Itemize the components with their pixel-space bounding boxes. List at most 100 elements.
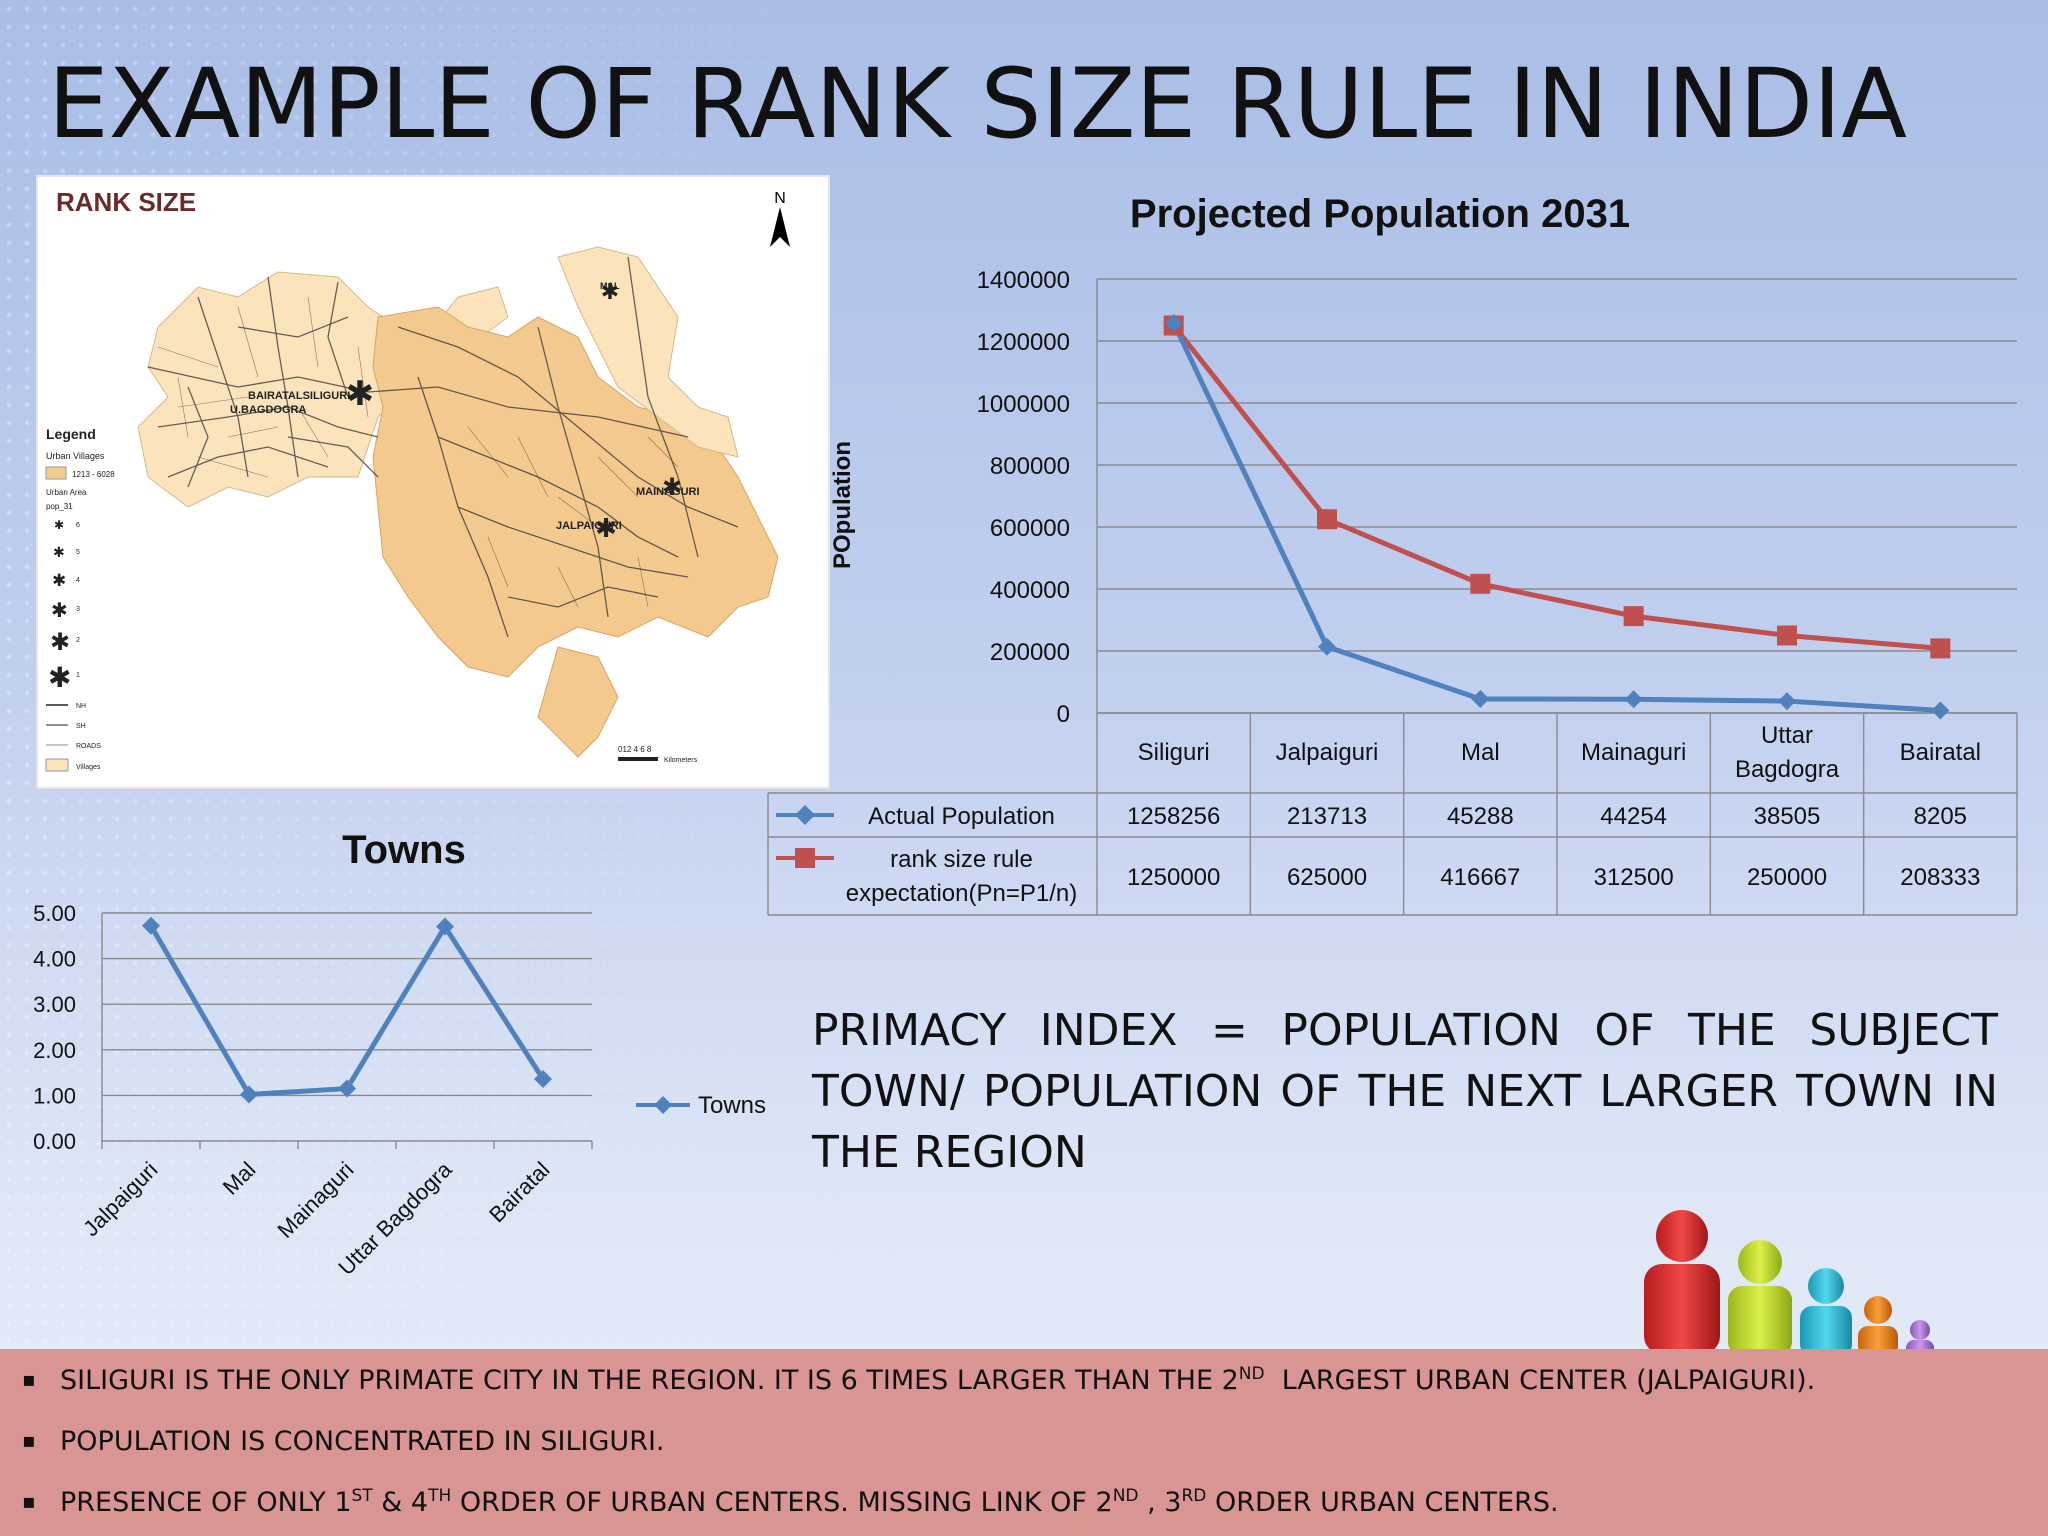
legend-star-3-icon: ✱: [51, 600, 68, 622]
bullet-text-rest: LARGEST URBAN CENTER (JALPAIGURI).: [1264, 1365, 1816, 1396]
bullet-sup: TH: [428, 1486, 452, 1506]
data-point: [240, 1085, 258, 1104]
x-tick-label: Jalpaiguri: [78, 1157, 162, 1241]
map-minor-roads: [157, 296, 679, 608]
x-tick-label: Siliguri: [1138, 739, 1210, 766]
legend-urban-swatch: [45, 466, 67, 480]
data-point: [1931, 701, 1950, 720]
bullet-text: , 3: [1138, 1487, 1182, 1518]
bullet-sup: ST: [351, 1486, 373, 1506]
bullet-sup: ND: [1112, 1486, 1139, 1506]
y-tick-label: 400000: [990, 577, 1070, 604]
map-roads: [147, 256, 739, 638]
data-point: [1777, 625, 1797, 646]
map-label-jalpaiguri: JALPAIGURI: [556, 520, 622, 532]
scale-text: 012 4 6 8: [618, 745, 652, 754]
scale-bar: [618, 757, 658, 761]
legend-roads: ROADS: [76, 743, 101, 750]
person-orange-icon: [1858, 1296, 1898, 1350]
bullet-marker: ▪: [22, 1367, 36, 1391]
y-tick-label: 0.00: [33, 1129, 76, 1154]
chart-gridlines: [1096, 278, 2017, 714]
table-cell: 312500: [1594, 864, 1674, 891]
legend-rank-3: 3: [76, 606, 80, 613]
y-tick-labels: 0 200000 400000 600000 800000 1000000 1200000 1…: [977, 267, 1070, 728]
person-purple-icon: [1906, 1320, 1934, 1350]
north-arrow-icon: [770, 207, 790, 247]
y-tick-label: 600000: [990, 515, 1070, 542]
x-tick-label: Mainaguri: [1581, 739, 1686, 766]
legend-star-4-icon: ✱: [52, 571, 66, 590]
chart-series: [1163, 313, 1951, 720]
y-tick-label: 3.00: [33, 992, 76, 1017]
series-line: [1171, 321, 1941, 713]
legend-label: Actual Population: [868, 803, 1055, 830]
y-tick-label: 0: [1057, 701, 1070, 728]
data-point: [1624, 690, 1643, 709]
map-scale: 012 4 6 8 Kilometers: [618, 745, 698, 764]
data-point: [1623, 606, 1644, 627]
x-tick-label: Mal: [218, 1157, 261, 1200]
bullet-text: & 4: [372, 1487, 429, 1518]
bullet-item: ▪ PRESENCE OF ONLY 1ST & 4TH ORDER OF URB…: [22, 1487, 1559, 1518]
y-tick-label: 1200000: [977, 329, 1070, 356]
map-label-mal: MAL: [600, 281, 620, 291]
table-cell: 250000: [1747, 864, 1827, 891]
bullet-text: ORDER URBAN CENTERS.: [1206, 1487, 1559, 1518]
table-cell: 38505: [1754, 803, 1821, 830]
map-region-south: [537, 646, 619, 758]
legend-rank-1: 1: [76, 672, 80, 679]
map-label-siliguri: BAIRATALSILIGURI: [248, 390, 350, 402]
legend-villages-swatch: [45, 758, 69, 772]
data-point: [1778, 692, 1796, 711]
data-point: [338, 1079, 356, 1098]
legend-nh: NH: [76, 703, 86, 710]
bullet-item: ▪ SILIGURI IS THE ONLY PRIMATE CITY IN TH…: [22, 1365, 1815, 1396]
bullet-text: SILIGURI IS THE ONLY PRIMATE CITY IN THE…: [60, 1365, 1239, 1396]
chart-title: Projected Population 2031: [1130, 192, 1630, 236]
legend-star-2-icon: ✱: [50, 629, 70, 656]
bullet-marker: ▪: [22, 1428, 36, 1452]
data-point: [1164, 313, 1183, 332]
legend-sh: SH: [76, 723, 86, 730]
legend-urban-area: Urban Area: [46, 488, 87, 497]
city-marker-mal-icon: ✱: [601, 280, 619, 305]
y-axis-label: POpulation: [829, 441, 856, 569]
legend-key-marker: [795, 805, 815, 825]
legend-pop: pop_31: [46, 502, 73, 511]
data-point: [1318, 637, 1336, 656]
scale-unit: Kilometers: [664, 757, 698, 764]
x-tick-label: Jalpaiguri: [1276, 739, 1379, 766]
data-point: [534, 1069, 552, 1088]
table-cell: 213713: [1287, 803, 1367, 830]
towns-chart: Towns 0.00 1.00 2.00 3.00 4.00 5.00 Jalpaigur…: [0, 815, 800, 1335]
series-line: [148, 924, 546, 1097]
legend-rank-5: 5: [76, 549, 80, 556]
data-point: [436, 917, 454, 936]
data-point: [1930, 638, 1951, 659]
legend-villages: Villages: [76, 764, 101, 771]
bullet-text: PRESENCE OF ONLY 1: [60, 1487, 352, 1518]
x-tick-label: Bairatal: [484, 1157, 554, 1227]
legend-rank-4: 4: [76, 577, 80, 584]
bullet-sup: ND: [1238, 1364, 1265, 1384]
data-table: Siliguri Jalpaiguri Mal Mainaguri Uttar Bagdo…: [767, 712, 2018, 916]
primacy-index-formula: PRIMACY INDEX = POPULATION OF THE SUBJEC…: [812, 1005, 1998, 1178]
table-cell: 625000: [1287, 864, 1367, 891]
person-yellow-icon: [1728, 1240, 1792, 1350]
people-graphic: [1644, 1210, 1934, 1350]
conclusions-band: ▪ SILIGURI IS THE ONLY PRIMATE CITY IN TH…: [0, 1349, 2048, 1536]
city-marker-jalpaiguri-icon: ✱: [595, 514, 617, 544]
y-tick-label: 5.00: [33, 901, 76, 926]
towns-legend-marker: [654, 1096, 672, 1114]
map-city-markers: ✱ ✱ ✱ ✱: [346, 280, 682, 544]
north-label: N: [774, 190, 786, 207]
towns-y-tick-labels: 0.00 1.00 2.00 3.00 4.00 5.00: [33, 901, 76, 1154]
x-tick-label: Mal: [1461, 739, 1500, 766]
legend-range: 1213 - 6028: [72, 470, 115, 479]
data-point: [142, 916, 160, 935]
data-point: [1470, 573, 1491, 594]
person-red-icon: [1644, 1210, 1720, 1350]
legend-label: rank size rule expectation(Pn=P1/n): [846, 846, 1077, 907]
